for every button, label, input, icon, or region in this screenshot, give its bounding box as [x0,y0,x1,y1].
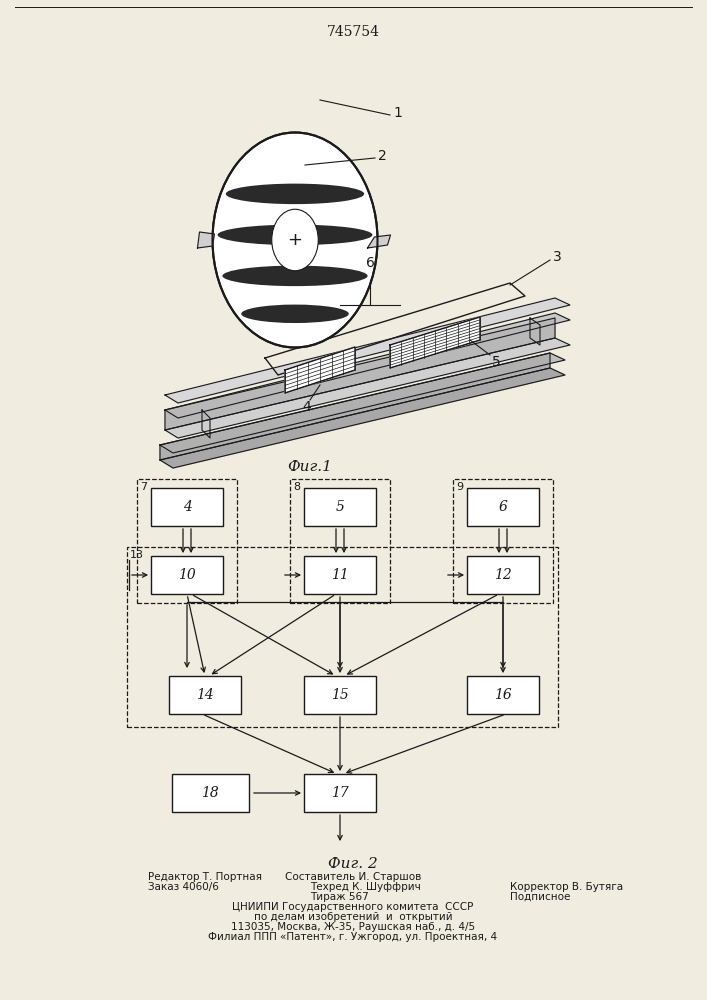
Ellipse shape [271,209,318,271]
Text: 1: 1 [393,106,402,120]
Text: 4: 4 [182,500,192,514]
Polygon shape [530,318,540,345]
Text: 5: 5 [492,355,501,369]
Ellipse shape [223,266,368,286]
Bar [453,479,553,603]
Text: Корректор В. Бутяга: Корректор В. Бутяга [510,882,623,892]
Bar [290,479,390,603]
Polygon shape [165,298,570,403]
Bar [127,547,558,727]
Bar [304,676,376,714]
Bar [304,488,376,526]
Text: 6: 6 [498,500,508,514]
Ellipse shape [218,137,373,342]
Text: 8: 8 [293,482,300,492]
Text: 2: 2 [378,149,387,163]
Polygon shape [368,235,390,248]
Bar [172,774,248,812]
Text: 9: 9 [456,482,463,492]
Text: Фиг.1: Фиг.1 [288,460,332,474]
Text: Редактор Т. Портная: Редактор Т. Портная [148,872,262,882]
Text: Подписное: Подписное [510,892,571,902]
Polygon shape [160,353,550,460]
Bar [304,774,376,812]
Text: 7: 7 [140,482,147,492]
Text: 17: 17 [331,786,349,800]
Polygon shape [165,318,555,430]
Text: 15: 15 [331,688,349,702]
Ellipse shape [226,184,364,204]
Text: Фиг. 2: Фиг. 2 [328,857,378,871]
Polygon shape [197,232,214,248]
Text: 4: 4 [303,400,311,414]
Text: 13: 13 [130,550,144,560]
Text: Техред К. Шуффрич: Техред К. Шуффрич [310,882,421,892]
Bar [169,676,241,714]
Polygon shape [165,313,570,418]
Text: Заказ 4060/6: Заказ 4060/6 [148,882,219,892]
Text: 10: 10 [178,568,196,582]
Text: Составитель И. Старшов: Составитель И. Старшов [285,872,421,882]
Ellipse shape [241,305,349,323]
Text: Филиал ППП «Патент», г. Ужгород, ул. Проектная, 4: Филиал ППП «Патент», г. Ужгород, ул. Про… [209,932,498,942]
Text: 745754: 745754 [327,25,380,39]
Text: 11: 11 [331,568,349,582]
Bar [151,556,223,594]
Ellipse shape [213,132,378,348]
Polygon shape [390,317,480,368]
Polygon shape [160,368,565,468]
Text: 12: 12 [494,568,512,582]
Polygon shape [165,338,570,438]
Ellipse shape [218,225,373,245]
Text: 5: 5 [336,500,344,514]
Bar [467,488,539,526]
Text: Тираж 567: Тираж 567 [310,892,369,902]
Text: 18: 18 [201,786,219,800]
Text: ЦНИИПИ Государственного комитета  СССР: ЦНИИПИ Государственного комитета СССР [233,902,474,912]
Text: +: + [288,231,303,249]
Polygon shape [285,347,355,393]
Text: по делам изобретений  и  открытий: по делам изобретений и открытий [254,912,452,922]
Text: 113035, Москва, Ж-35, Раушская наб., д. 4/5: 113035, Москва, Ж-35, Раушская наб., д. … [231,922,475,932]
Bar [151,488,223,526]
Bar [137,479,237,603]
Polygon shape [160,353,565,453]
Polygon shape [202,410,210,438]
Bar [304,556,376,594]
Text: 3: 3 [553,250,562,264]
Bar [467,556,539,594]
Text: 6: 6 [366,256,375,270]
Text: 16: 16 [494,688,512,702]
Text: 14: 14 [196,688,214,702]
Bar [467,676,539,714]
